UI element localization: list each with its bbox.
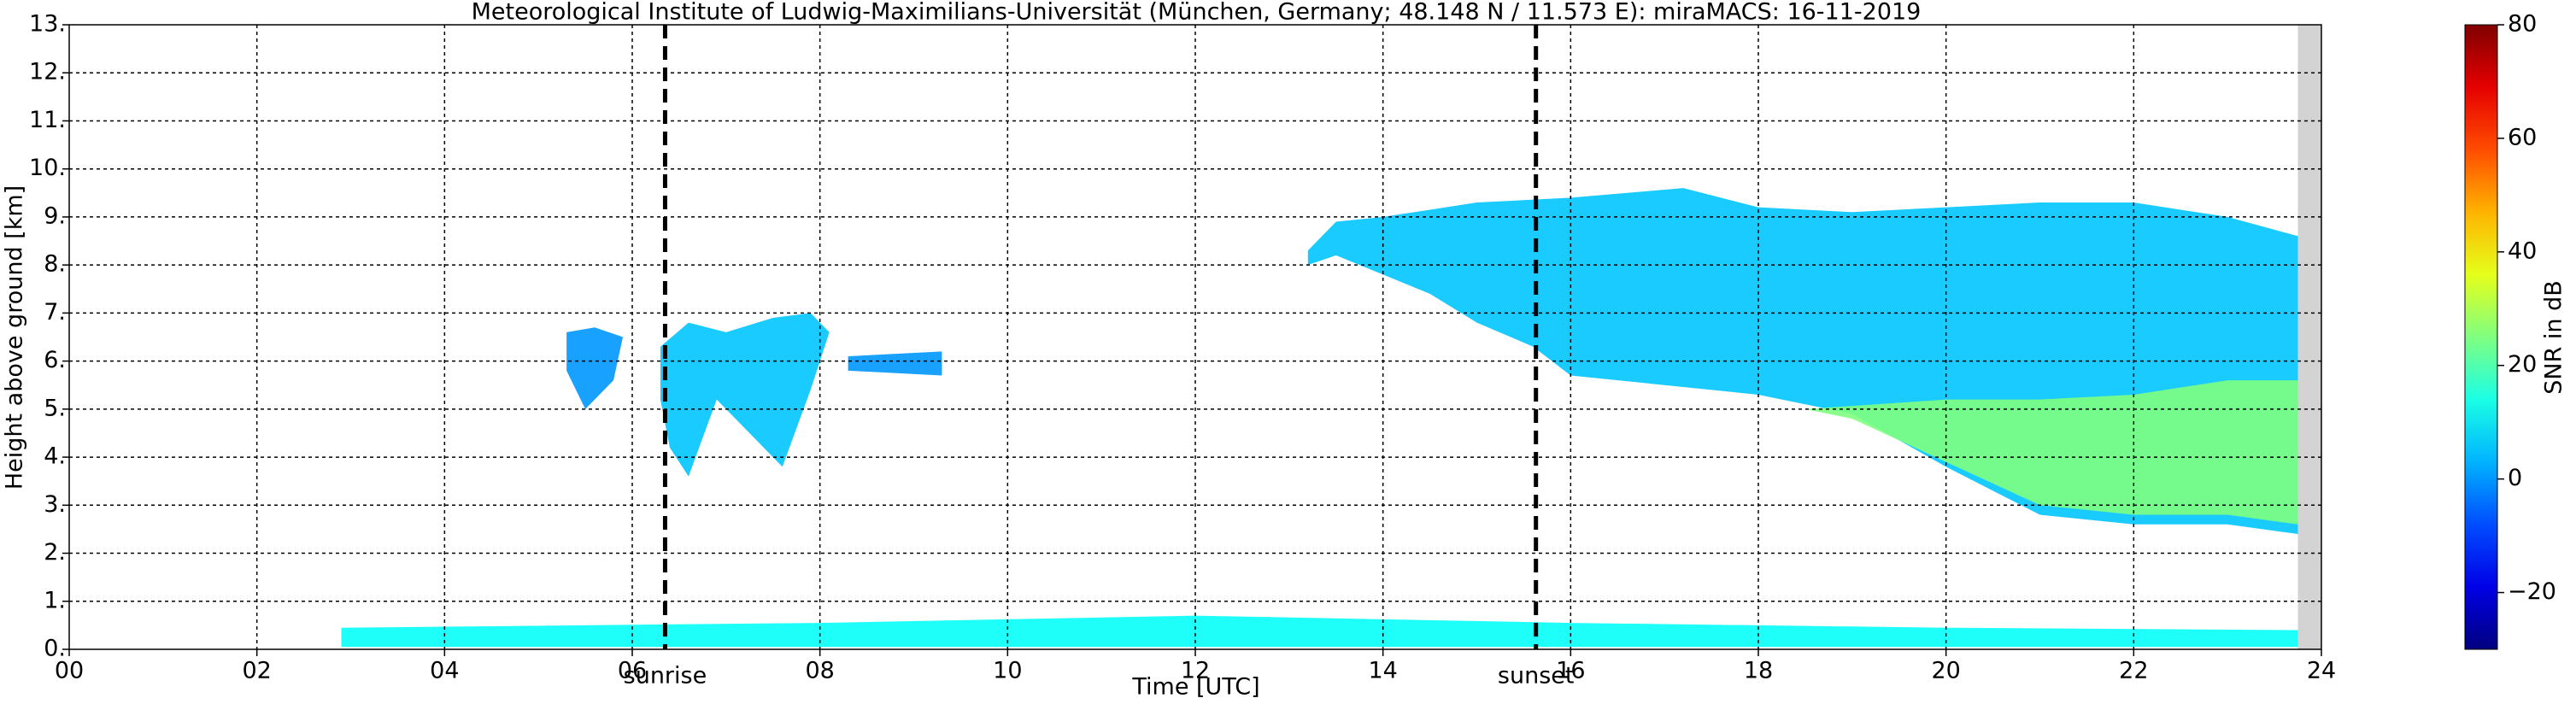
x-tick-label: 02 — [242, 658, 271, 684]
x-tick-label: 24 — [2307, 658, 2336, 684]
x-tick-label: 14 — [1368, 658, 1397, 684]
echo-region — [341, 615, 2298, 648]
echo-region — [566, 327, 624, 409]
x-tick-label: 08 — [805, 658, 834, 684]
y-tick-label: 6. — [44, 347, 66, 373]
chart-title: Meteorological Institute of Ludwig-Maxim… — [472, 0, 1922, 26]
y-tick-label: 3. — [44, 491, 66, 518]
y-tick-label: 13. — [29, 11, 66, 38]
colorbar-tick-label: 80 — [2508, 11, 2537, 38]
colorbar-tick-label: 40 — [2508, 238, 2537, 264]
echo-region — [1804, 380, 2298, 525]
colorbar-tick-label: 60 — [2508, 124, 2537, 150]
plot-frame — [68, 24, 2322, 650]
y-axis-label: Height above ground [km] — [2, 185, 28, 490]
y-tick-label: 4. — [44, 443, 66, 470]
x-axis-label: Time [UTC] — [1131, 674, 1259, 701]
event-label: sunset — [1498, 663, 1575, 689]
colorbar-tick-label: 0 — [2508, 465, 2522, 491]
colorbar-tick-label: 20 — [2508, 351, 2537, 378]
colorbar-tick-label: −20 — [2508, 578, 2556, 605]
x-tick-label: 22 — [2119, 658, 2148, 684]
y-tick-label: 7. — [44, 299, 66, 326]
echo-region — [660, 313, 830, 477]
nodata-area — [2297, 25, 2321, 649]
y-tick-label: 8. — [44, 251, 66, 278]
y-tick-label: 9. — [44, 202, 66, 229]
y-tick-label: 11. — [29, 107, 66, 133]
x-tick-label: 16 — [1556, 658, 1585, 684]
x-tick-label: 18 — [1744, 658, 1773, 684]
x-tick-label: 20 — [1931, 658, 1960, 684]
y-tick-label: 2. — [44, 539, 66, 566]
x-tick-label: 06 — [618, 658, 647, 684]
colorbar — [2464, 24, 2498, 650]
y-tick-label: 10. — [29, 155, 66, 181]
echo-region — [848, 351, 942, 376]
y-tick-label: 12. — [29, 59, 66, 85]
y-tick-label: 1. — [44, 587, 66, 613]
y-tick-label: 0. — [44, 636, 66, 662]
x-tick-label: 12 — [1181, 658, 1210, 684]
x-tick-label: 04 — [430, 658, 459, 684]
y-tick-label: 5. — [44, 395, 66, 421]
event-label: sunrise — [624, 663, 707, 689]
x-tick-label: 00 — [55, 658, 84, 684]
x-tick-label: 10 — [993, 658, 1022, 684]
colorbar-label: SNR in dB — [2541, 280, 2567, 395]
